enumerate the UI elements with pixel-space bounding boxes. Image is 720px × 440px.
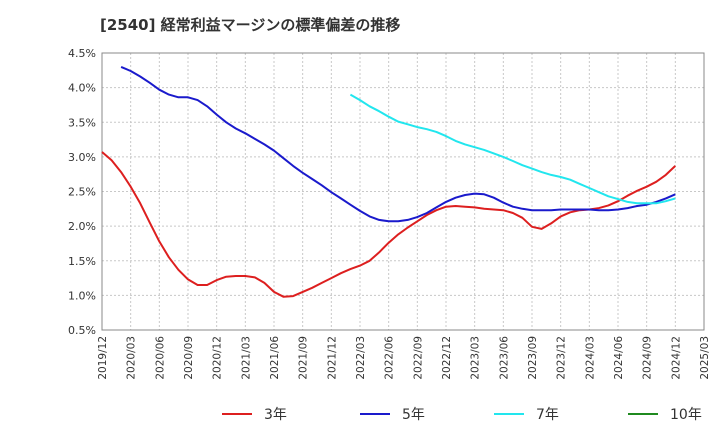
x-tick-label: 2020/03 [126, 336, 138, 380]
series-line-2 [349, 93, 676, 205]
y-tick-label: 0.5% [68, 324, 96, 337]
y-tick-label: 3.5% [68, 116, 96, 129]
x-tick-label: 2021/03 [240, 336, 252, 380]
x-tick-label: 2022/12 [441, 336, 453, 380]
x-tick-label: 2021/06 [269, 336, 281, 380]
y-tick-label: 4.5% [68, 47, 96, 60]
y-tick-label: 4.0% [68, 82, 96, 95]
y-tick-label: 3.0% [68, 151, 96, 164]
x-tick-label: 2023/03 [470, 336, 482, 380]
x-tick-label: 2022/09 [412, 336, 424, 380]
y-tick-label: 2.0% [68, 220, 96, 233]
axis-layer: 0.5% 1.0% 1.5% 2.0% 2.5% 3.0% 3.5% 4.0% 4.5% 2019… [68, 47, 711, 380]
chart-title: [2540] 経常利益マージンの標準偏差の推移 [100, 16, 401, 34]
x-tick-label: 2020/09 [183, 336, 195, 380]
x-tick-label: 2024/12 [670, 336, 682, 380]
x-tick-label: 2023/09 [527, 336, 539, 380]
grid-layer [101, 52, 705, 331]
x-tick-label: 2021/12 [326, 336, 338, 380]
legend: 3年 5年 7年 10年 [222, 407, 702, 423]
x-tick-label: 2025/03 [699, 336, 711, 380]
x-tick-label: 2020/06 [154, 336, 166, 380]
legend-label-2: 7年 [536, 407, 559, 423]
x-tick-label: 2020/12 [212, 336, 224, 380]
legend-label-0: 3年 [264, 407, 287, 423]
legend-label-1: 5年 [402, 407, 425, 423]
y-tick-label: 1.0% [68, 289, 96, 302]
x-tick-label: 2024/06 [613, 336, 625, 380]
y-tick-label: 2.5% [68, 186, 96, 199]
x-tick-label: 2021/09 [298, 336, 310, 380]
x-tick-label: 2024/09 [642, 336, 654, 380]
x-tick-label: 2022/06 [384, 336, 396, 380]
x-tick-label: 2024/03 [584, 336, 596, 380]
series-layer [101, 65, 676, 298]
plot-frame [101, 52, 705, 331]
y-tick-label: 1.5% [68, 255, 96, 268]
x-tick-label: 2022/03 [355, 336, 367, 380]
series-line-1 [120, 65, 676, 223]
x-tick-label: 2023/06 [498, 336, 510, 380]
legend-label-3: 10年 [670, 407, 702, 423]
x-tick-label: 2023/12 [556, 336, 568, 380]
x-tick-label: 2019/12 [97, 336, 109, 380]
